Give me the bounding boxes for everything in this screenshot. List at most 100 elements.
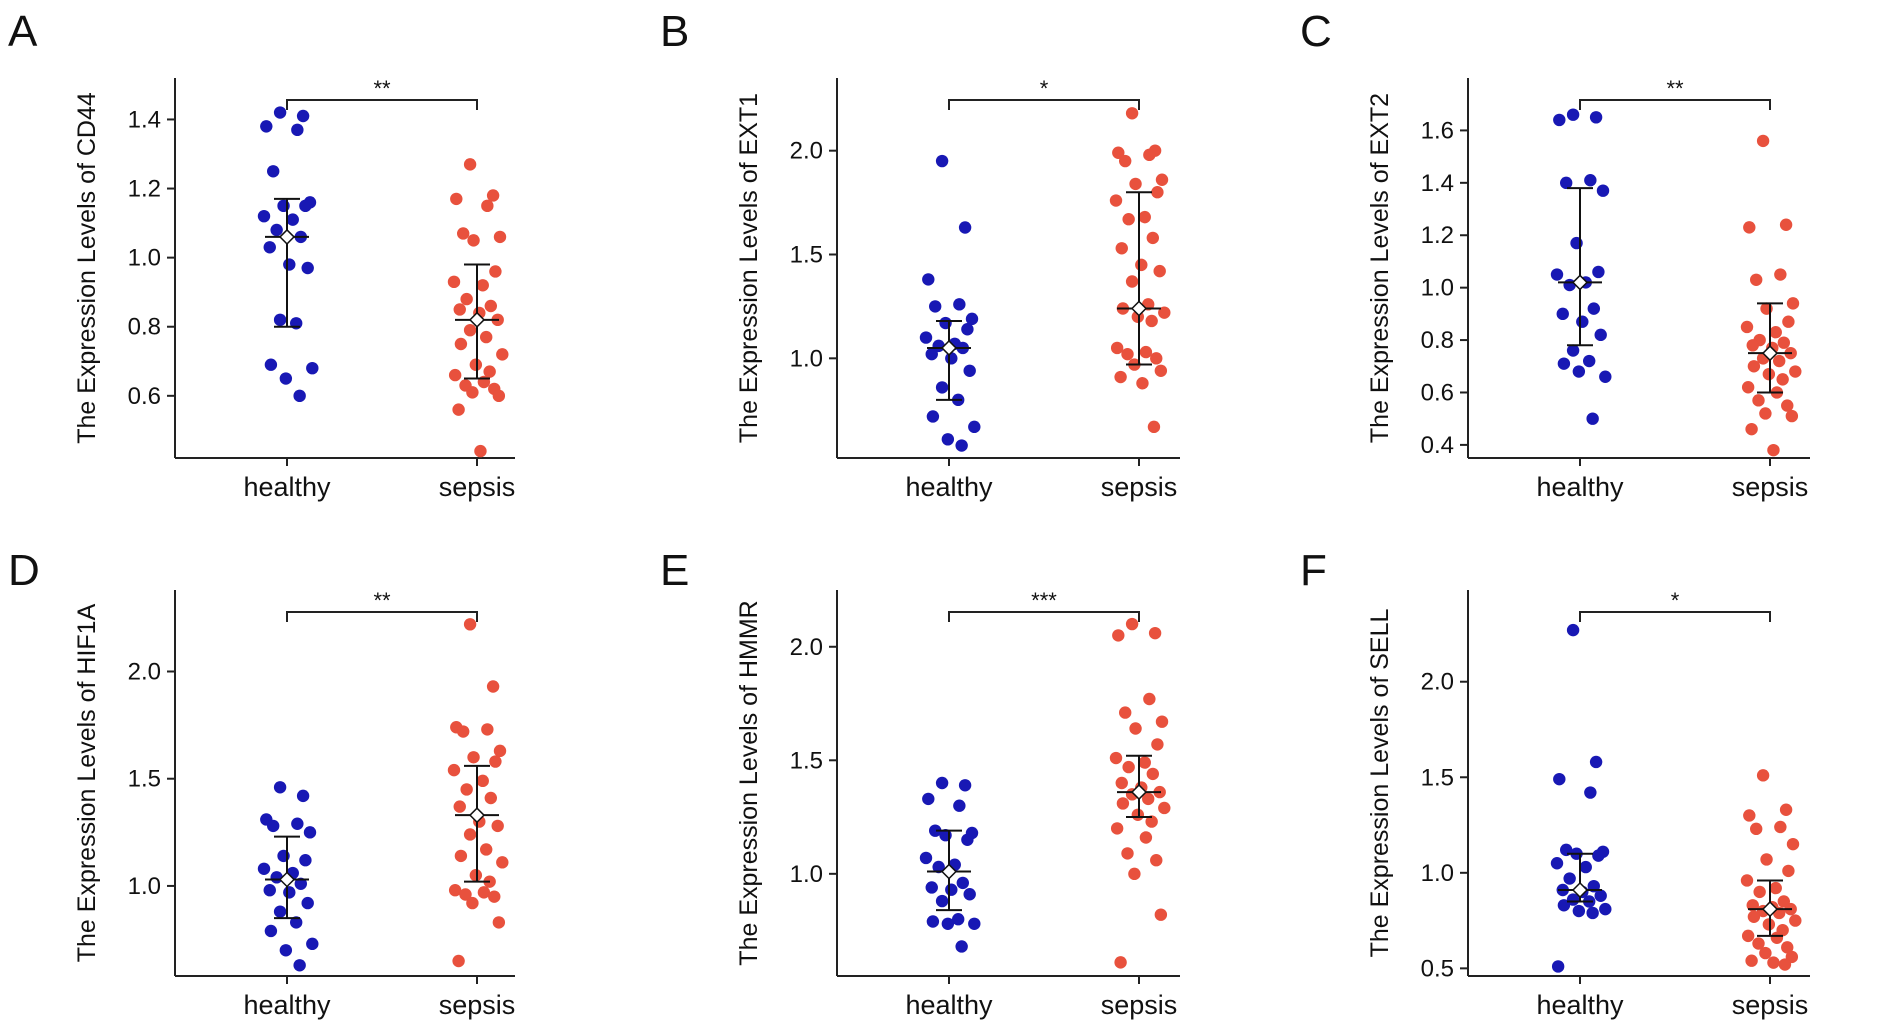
- data-point-healthy: [294, 877, 307, 890]
- y-axis-label: The Expression Levels of CD44: [73, 92, 101, 444]
- data-point-healthy: [296, 789, 310, 803]
- data-point-sepsis: [1139, 831, 1153, 844]
- data-point-sepsis: [1762, 367, 1776, 381]
- mean-marker-sepsis: [1130, 784, 1148, 801]
- significance-label: **: [1666, 76, 1684, 101]
- y-axis-label: The Expression Levels of HMMR: [735, 600, 763, 965]
- data-point-healthy: [926, 915, 940, 928]
- data-point-sepsis: [1782, 864, 1795, 878]
- data-point-healthy: [1550, 857, 1564, 870]
- data-point-healthy: [290, 916, 303, 929]
- data-point-sepsis: [1119, 154, 1132, 168]
- data-point-sepsis: [1136, 377, 1149, 390]
- data-point-sepsis: [1109, 194, 1123, 207]
- data-point-sepsis: [1769, 881, 1782, 895]
- y-tick-label: 1.0: [790, 861, 823, 888]
- data-point-sepsis: [1110, 341, 1124, 355]
- data-point-sepsis: [447, 275, 461, 289]
- data-point-sepsis: [1129, 177, 1142, 191]
- data-point-sepsis: [1777, 336, 1791, 349]
- data-point-sepsis: [1752, 394, 1765, 407]
- data-point-sepsis: [1773, 354, 1786, 368]
- data-point-healthy: [291, 123, 304, 137]
- mean-marker-sepsis: [1761, 345, 1779, 362]
- data-point-healthy: [952, 913, 965, 926]
- data-point-sepsis: [1747, 360, 1761, 373]
- mean-marker-sepsis: [1761, 901, 1779, 918]
- data-point-sepsis: [1750, 273, 1763, 286]
- data-point-sepsis: [488, 890, 501, 903]
- data-point-healthy: [1599, 370, 1612, 383]
- data-point-sepsis: [486, 680, 500, 693]
- data-point-sepsis: [453, 303, 466, 316]
- mean-marker-sepsis: [468, 311, 486, 328]
- data-point-healthy: [296, 109, 310, 123]
- data-point-healthy: [299, 199, 312, 213]
- data-point-sepsis: [469, 869, 483, 882]
- data-point-healthy: [968, 917, 981, 930]
- data-point-healthy: [299, 854, 312, 867]
- data-point-sepsis: [1747, 910, 1761, 923]
- x-category-label: healthy: [1536, 472, 1624, 502]
- data-point-healthy: [919, 331, 933, 344]
- data-point-sepsis: [1138, 756, 1151, 769]
- significance-bracket: [1579, 611, 1771, 622]
- y-tick-label: 1.2: [1421, 222, 1454, 249]
- data-point-sepsis: [1740, 320, 1754, 334]
- data-point-sepsis: [489, 265, 502, 278]
- data-point-healthy: [283, 886, 296, 899]
- data-point-healthy: [1589, 755, 1603, 769]
- data-point-sepsis: [1774, 820, 1787, 834]
- x-category-label: healthy: [243, 472, 331, 502]
- data-point-sepsis: [1767, 956, 1780, 969]
- data-point-sepsis: [480, 330, 493, 344]
- x-category-label: sepsis: [1101, 990, 1178, 1020]
- data-point-sepsis: [1789, 914, 1802, 927]
- data-point-healthy: [941, 433, 955, 446]
- data-point-sepsis: [1115, 242, 1128, 255]
- y-axis-label: The Expression Levels of EXT2: [1366, 93, 1394, 443]
- panel-d: D 1.0 1.5 2.0 healthy sepsis The Expression Le…: [8, 546, 515, 1020]
- data-point-sepsis: [1125, 617, 1139, 631]
- y-tick-label: 1.5: [790, 242, 823, 269]
- data-point-sepsis: [1750, 822, 1763, 836]
- y-tick-label: 2.0: [790, 634, 823, 661]
- data-point-healthy: [1584, 786, 1597, 799]
- data-point-healthy: [1592, 849, 1605, 862]
- data-point-healthy: [1566, 623, 1580, 637]
- data-point-sepsis: [1110, 822, 1124, 835]
- data-point-sepsis: [467, 234, 480, 247]
- significance-label: **: [373, 588, 391, 613]
- data-point-healthy: [306, 361, 319, 375]
- panel-letter: B: [660, 7, 689, 56]
- data-point-sepsis: [480, 843, 493, 856]
- data-point-healthy: [961, 323, 974, 336]
- data-point-healthy: [1553, 113, 1566, 127]
- y-tick-label: 1.0: [128, 245, 161, 272]
- data-point-sepsis: [457, 227, 470, 240]
- mean-marker-healthy: [278, 228, 296, 245]
- data-point-sepsis: [450, 192, 463, 206]
- data-point-healthy: [961, 833, 974, 846]
- data-point-sepsis: [460, 783, 473, 796]
- data-point-sepsis: [1752, 937, 1765, 950]
- data-point-sepsis: [1782, 315, 1795, 328]
- data-point-healthy: [270, 871, 283, 884]
- data-point-healthy: [922, 792, 935, 806]
- significance-label: *: [1040, 76, 1049, 101]
- data-point-sepsis: [459, 888, 472, 901]
- data-point-sepsis: [467, 751, 480, 764]
- data-point-sepsis: [493, 744, 507, 758]
- y-tick-label: 1.4: [128, 106, 161, 133]
- data-point-sepsis: [466, 386, 479, 399]
- x-category-label: healthy: [905, 990, 993, 1020]
- y-tick-label: 1.6: [1421, 117, 1454, 144]
- data-point-healthy: [301, 261, 314, 275]
- data-point-sepsis: [1786, 297, 1800, 310]
- data-point-sepsis: [1760, 853, 1773, 866]
- mean-marker-healthy: [278, 871, 296, 888]
- data-point-sepsis: [1121, 347, 1134, 361]
- x-category-label: sepsis: [1732, 990, 1809, 1020]
- data-point-healthy: [1566, 108, 1580, 121]
